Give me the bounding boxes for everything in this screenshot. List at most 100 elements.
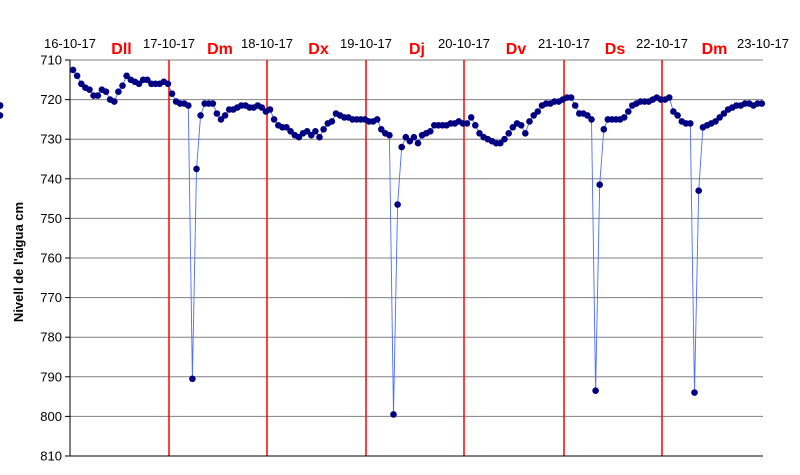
data-point-110 <box>522 130 529 137</box>
data-point-145 <box>665 94 673 101</box>
data-point-82 <box>406 137 414 145</box>
y-tick-label-810: 810 <box>40 449 62 464</box>
data-point-2 <box>78 80 85 88</box>
data-point-81 <box>402 133 410 141</box>
day-label-0: Dll <box>111 41 131 58</box>
series-polyline <box>72 69 762 415</box>
data-point-122 <box>571 102 579 109</box>
data-point-96 <box>463 120 471 127</box>
day-label-3: Dj <box>409 41 425 58</box>
data-point-16 <box>135 80 143 88</box>
data-point-74 <box>373 116 381 123</box>
data-point-0 <box>69 66 77 74</box>
data-point-13 <box>123 72 130 80</box>
data-point-59 <box>312 128 319 135</box>
data-point-146 <box>670 108 677 115</box>
data-point-12 <box>119 82 126 89</box>
data-point-104 <box>497 139 504 147</box>
data-point-109 <box>517 122 525 129</box>
y-tick-label-710: 710 <box>40 53 62 68</box>
y-axis-label: Nivell de l'aigua cm <box>11 202 26 322</box>
data-point-37 <box>221 112 229 119</box>
data-point-147 <box>674 112 681 119</box>
data-point-1 <box>73 72 81 80</box>
date-label-0: 16-10-17 <box>44 36 96 51</box>
data-point-75 <box>378 126 385 133</box>
data-point-167 <box>758 100 766 107</box>
data-point-99 <box>476 130 483 137</box>
data-point-126 <box>588 116 595 123</box>
gridlines <box>70 59 763 457</box>
data-point-30 <box>193 165 200 173</box>
day-label-2: Dx <box>308 41 329 58</box>
y-tick-label-730: 730 <box>40 132 62 147</box>
data-point-98 <box>472 122 479 129</box>
data-point-113 <box>534 108 542 115</box>
data-point-35 <box>213 110 221 117</box>
data-point-127 <box>592 387 599 395</box>
data-point-151 <box>691 389 698 396</box>
data-point-80 <box>398 143 406 151</box>
data-point-4 <box>86 86 93 93</box>
data-point-84 <box>414 139 422 147</box>
data-point-112 <box>530 112 537 119</box>
y-tick-label-770: 770 <box>40 290 62 305</box>
data-point-60 <box>316 133 323 141</box>
data-point-48 <box>266 106 274 113</box>
data-point-128 <box>596 181 603 188</box>
day-label-4: Dv <box>506 41 527 58</box>
data-point-156 <box>712 118 719 125</box>
data-point-107 <box>509 124 517 131</box>
data-point-106 <box>505 130 512 137</box>
data-point-8 <box>102 88 110 95</box>
data-point-52 <box>283 124 290 131</box>
date-label-2: 18-10-17 <box>241 36 293 51</box>
date-label-3: 19-10-17 <box>340 36 392 51</box>
date-label-1: 17-10-17 <box>143 36 195 51</box>
data-point-58 <box>308 131 315 139</box>
data-point-24 <box>168 90 176 97</box>
data-point-6 <box>94 92 102 99</box>
data-point-57 <box>303 128 311 135</box>
data-point-170 <box>0 102 4 109</box>
y-tick-label-790: 790 <box>40 369 62 384</box>
data-point-157 <box>716 114 723 121</box>
data-point-97 <box>467 114 475 121</box>
day-separators <box>168 60 663 456</box>
data-point-23 <box>164 80 172 88</box>
day-label-1: Dm <box>207 41 233 58</box>
data-point-10 <box>111 98 118 105</box>
data-point-158 <box>720 110 728 117</box>
date-label-4: 20-10-17 <box>438 36 490 51</box>
data-point-111 <box>526 118 533 125</box>
date-label-6: 22-10-17 <box>636 36 688 51</box>
data-point-46 <box>258 104 266 111</box>
y-tick-label-750: 750 <box>40 211 62 226</box>
data-point-36 <box>217 116 225 123</box>
data-point-125 <box>584 112 591 119</box>
data-point-134 <box>620 114 628 121</box>
axes <box>65 59 763 457</box>
data-point-121 <box>567 94 575 101</box>
date-label-5: 21-10-17 <box>538 36 590 51</box>
series-line <box>72 69 762 415</box>
series-points <box>0 66 766 418</box>
data-point-31 <box>197 112 204 119</box>
y-tick-label-800: 800 <box>40 409 62 424</box>
data-point-34 <box>209 100 217 107</box>
data-point-18 <box>144 76 151 84</box>
data-point-129 <box>600 126 608 133</box>
date-label-7: 23-10-17 <box>737 36 789 51</box>
data-point-152 <box>695 187 702 194</box>
y-tick-label-780: 780 <box>40 330 62 345</box>
data-point-150 <box>687 120 694 127</box>
data-point-61 <box>320 126 327 133</box>
data-point-53 <box>287 128 294 135</box>
data-point-135 <box>625 108 632 115</box>
data-point-79 <box>394 201 401 208</box>
data-point-55 <box>295 133 303 141</box>
data-point-63 <box>328 118 336 125</box>
data-point-29 <box>189 375 196 383</box>
data-point-105 <box>501 135 508 143</box>
data-point-28 <box>185 102 192 109</box>
